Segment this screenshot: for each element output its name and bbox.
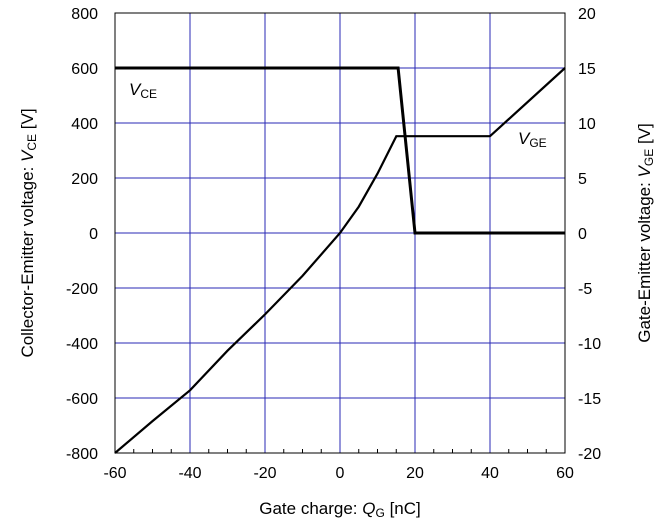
- y-left-axis-title: Collector-Emitter voltage: VCE [V]: [18, 108, 39, 357]
- vge-series-label: VGE: [518, 129, 547, 150]
- y-right-tick-label: -20: [578, 446, 601, 463]
- y-right-tick-label: 10: [578, 116, 596, 133]
- y-right-tick-label: 15: [578, 61, 596, 78]
- x-tick-label: 40: [481, 465, 499, 482]
- y-right-tick-labels: 20 15 10 5 0 -5 -10 -15 -20: [578, 6, 601, 463]
- y-left-tick-label: 800: [71, 6, 98, 23]
- y-left-tick-label: -600: [66, 391, 98, 408]
- y-right-tick-label: 0: [578, 226, 587, 243]
- y-left-tick-labels: 800 600 400 200 0 -200 -400 -600 -800: [66, 6, 98, 463]
- x-tick-label: -40: [178, 465, 201, 482]
- y-right-axis-title: Gate-Emitter voltage: VGE [V]: [635, 123, 656, 343]
- x-tick-label: -60: [103, 465, 126, 482]
- x-tick-label: 60: [556, 465, 574, 482]
- x-tick-labels: -60 -40 -20 0 20 40 60: [103, 465, 574, 482]
- y-left-tick-label: 600: [71, 61, 98, 78]
- y-right-tick-label: -5: [578, 281, 592, 298]
- y-right-tick-label: -10: [578, 336, 601, 353]
- vce-series-label: VCE: [129, 80, 157, 101]
- y-left-tick-label: 0: [89, 226, 98, 243]
- y-left-tick-label: -800: [66, 446, 98, 463]
- y-left-tick-label: 400: [71, 116, 98, 133]
- x-tick-label: 20: [406, 465, 424, 482]
- x-tick-label: -20: [253, 465, 276, 482]
- y-left-tick-label: 200: [71, 171, 98, 188]
- x-tick-label: 0: [336, 465, 345, 482]
- x-axis-title: Gate charge: QG [nC]: [259, 499, 421, 519]
- y-left-tick-label: -400: [66, 336, 98, 353]
- y-right-tick-label: 5: [578, 171, 587, 188]
- y-right-tick-label: 20: [578, 6, 596, 23]
- y-right-tick-label: -15: [578, 391, 601, 408]
- y-left-tick-label: -200: [66, 281, 98, 298]
